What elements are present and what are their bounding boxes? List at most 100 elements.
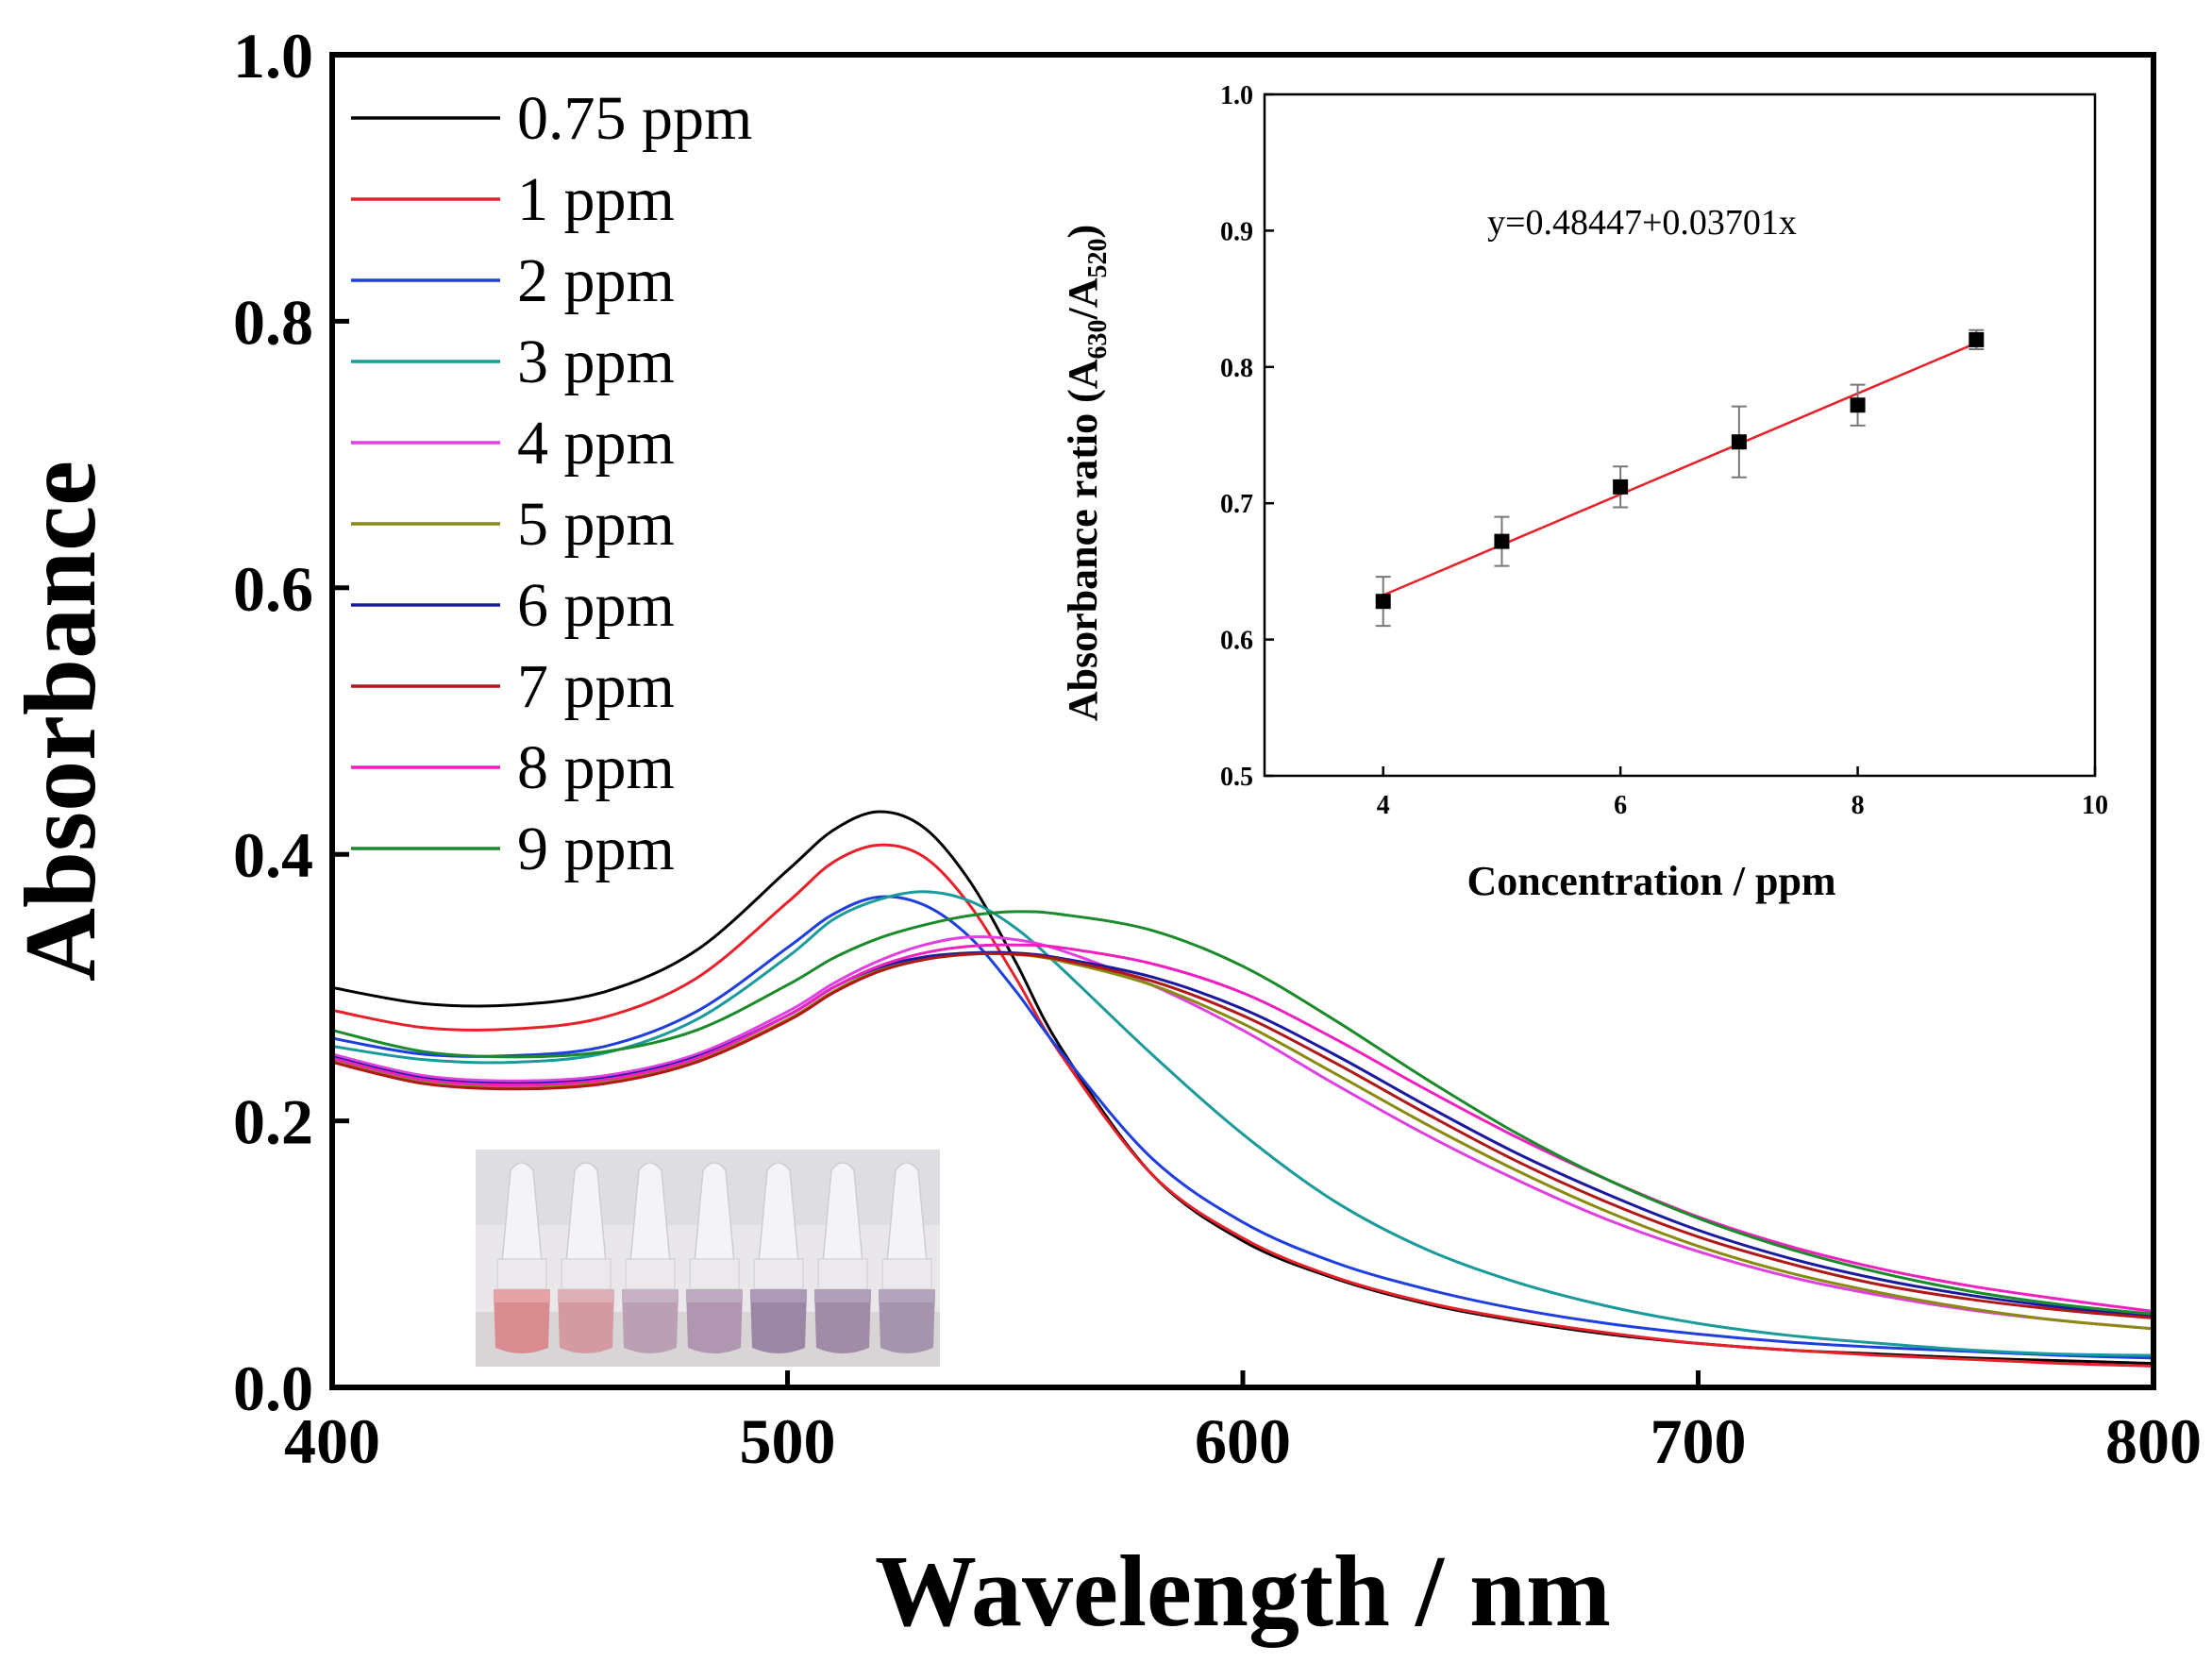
inset-y-tick-label: 1.0	[1220, 81, 1253, 110]
inset-plot-frame	[1263, 92, 2097, 778]
main-x-tick-label: 500	[740, 1405, 836, 1477]
vial-0	[494, 1162, 550, 1353]
legend-label-8: 8 ppm	[517, 733, 675, 802]
vials-photo	[476, 1150, 940, 1367]
inset-point-2	[1613, 465, 1629, 509]
main-x-tick-label: 600	[1195, 1405, 1291, 1477]
inset-point-3	[1731, 405, 1747, 479]
vial-liquid-6	[879, 1289, 935, 1353]
main-y-tick-label: 0.8	[233, 286, 313, 358]
inset-point-0	[1375, 576, 1391, 628]
vial-liquid-5	[814, 1289, 871, 1353]
inset-background	[1265, 94, 2095, 776]
inset-x-axis-title: Concentration / ppm	[1466, 858, 1835, 904]
inset-ylabel-sub1: 630	[1083, 319, 1113, 359]
inset-y-tick-label: 0.7	[1220, 490, 1253, 519]
main-y-tick-label: 0.4	[233, 819, 313, 891]
inset-y-ticks: 0.5 0.6 0.7 0.8 0.9 1.0	[1220, 81, 1274, 792]
inset-point-1	[1494, 515, 1510, 567]
vial-4	[750, 1162, 807, 1353]
inset-x-tick-label: 4	[1377, 791, 1390, 820]
main-x-axis-title: Wavelength / nm	[875, 1536, 1611, 1648]
inset-y-tick-label: 0.9	[1220, 217, 1253, 246]
main-curves	[331, 810, 2154, 1368]
vial-cap-ring-2	[625, 1258, 676, 1290]
series-line-1	[331, 843, 2154, 1368]
inset-x-ticks: 4 6 8 10	[1377, 766, 2108, 820]
main-y-tick-label: 0.2	[233, 1086, 313, 1158]
inset-point-5	[1969, 328, 1985, 351]
data-marker	[1969, 331, 1985, 347]
legend-label-4: 4 ppm	[517, 409, 675, 478]
legend-label-9: 9 ppm	[517, 815, 675, 883]
legend-label-2: 2 ppm	[517, 246, 675, 315]
series-line-3	[331, 890, 2154, 1357]
series-line-8	[331, 943, 2154, 1314]
main-x-tick-label: 800	[2105, 1405, 2202, 1477]
data-marker	[1494, 533, 1510, 549]
series-line-7	[331, 951, 2154, 1320]
data-marker	[1731, 434, 1747, 450]
vials	[494, 1162, 935, 1353]
inset-x-tick-label: 10	[2082, 791, 2108, 820]
vial-liquid-top-0	[494, 1289, 550, 1302]
vial-6	[879, 1162, 935, 1353]
fit-equation: y=0.48447+0.03701x	[1487, 203, 1797, 243]
inset-x-tick-label: 6	[1614, 791, 1627, 820]
legend-label-0: 0.75 ppm	[517, 84, 752, 153]
inset-fit-line	[1382, 342, 1977, 596]
main-x-ticks: 400 500 600 700 800	[284, 1370, 2202, 1477]
vial-liquid-1	[558, 1289, 614, 1353]
vial-liquid-3	[686, 1289, 743, 1353]
inset-y-tick-label: 0.5	[1220, 763, 1253, 792]
vial-5	[814, 1162, 871, 1353]
vial-cap-ring-1	[561, 1258, 612, 1290]
inset-plot: 4 6 8 10 0.5 0.6 0.7 0.8 0.9 1.0 y=0.48447+0.037…	[1060, 81, 2108, 904]
main-plot: 400 500 600 700 800 0.0 0.2 0.4 0.6 0.8 1.0 Wavel…	[5, 20, 2202, 1648]
vial-cap-ring-4	[753, 1258, 804, 1290]
series-line-2	[331, 895, 2154, 1360]
inset-points	[1375, 328, 1985, 628]
main-y-ticks: 0.0 0.2 0.4 0.6 0.8 1.0	[233, 20, 349, 1424]
vial-cap-ring-0	[496, 1258, 547, 1290]
vial-liquid-top-6	[879, 1289, 935, 1302]
inset-ylabel-part2: /A	[1060, 277, 1106, 320]
vial-liquid-top-5	[814, 1289, 871, 1302]
vial-liquid-top-3	[686, 1289, 743, 1302]
legend: 0.75 ppm 1 ppm 2 ppm 3 ppm 4 ppm 5 ppm 6 ppm 7 …	[351, 84, 752, 883]
data-marker	[1613, 479, 1629, 495]
vial-liquid-4	[750, 1289, 807, 1353]
vial-cap-ring-6	[881, 1258, 932, 1290]
main-y-tick-label: 0.6	[233, 553, 313, 625]
inset-point-4	[1850, 383, 1866, 427]
vial-cap-ring-5	[817, 1258, 868, 1290]
main-y-axis-title: Absorbance	[5, 461, 117, 982]
vial-liquid-top-4	[750, 1289, 807, 1302]
vial-liquid-2	[622, 1289, 679, 1353]
main-x-tick-label: 700	[1651, 1405, 1747, 1477]
inset-ylabel-part1: Absorbance ratio (A	[1060, 359, 1106, 721]
vial-cap-ring-3	[689, 1258, 740, 1290]
legend-label-1: 1 ppm	[517, 165, 675, 234]
inset-ylabel-part3: )	[1060, 225, 1106, 239]
legend-label-7: 7 ppm	[517, 652, 675, 721]
legend-label-3: 3 ppm	[517, 328, 675, 396]
vial-liquid-top-1	[558, 1289, 614, 1302]
main-y-tick-label: 0.0	[233, 1352, 313, 1424]
main-x-tick-label: 400	[284, 1405, 380, 1477]
vial-3	[686, 1162, 743, 1353]
vial-1	[558, 1162, 614, 1353]
vial-2	[622, 1162, 679, 1353]
inset-y-axis-title: Absorbance ratio (A630/A520)	[1060, 225, 1113, 721]
series-line-9	[331, 910, 2154, 1316]
inset-y-tick-label: 0.8	[1220, 354, 1253, 383]
vial-liquid-top-2	[622, 1289, 679, 1302]
data-marker	[1375, 594, 1391, 610]
vial-liquid-0	[494, 1289, 550, 1353]
inset-x-tick-label: 8	[1852, 791, 1865, 820]
main-y-tick-label: 1.0	[233, 20, 313, 92]
inset-y-tick-label: 0.6	[1220, 627, 1253, 656]
inset-ylabel-sub2: 520	[1083, 238, 1113, 277]
legend-label-5: 5 ppm	[517, 490, 675, 559]
